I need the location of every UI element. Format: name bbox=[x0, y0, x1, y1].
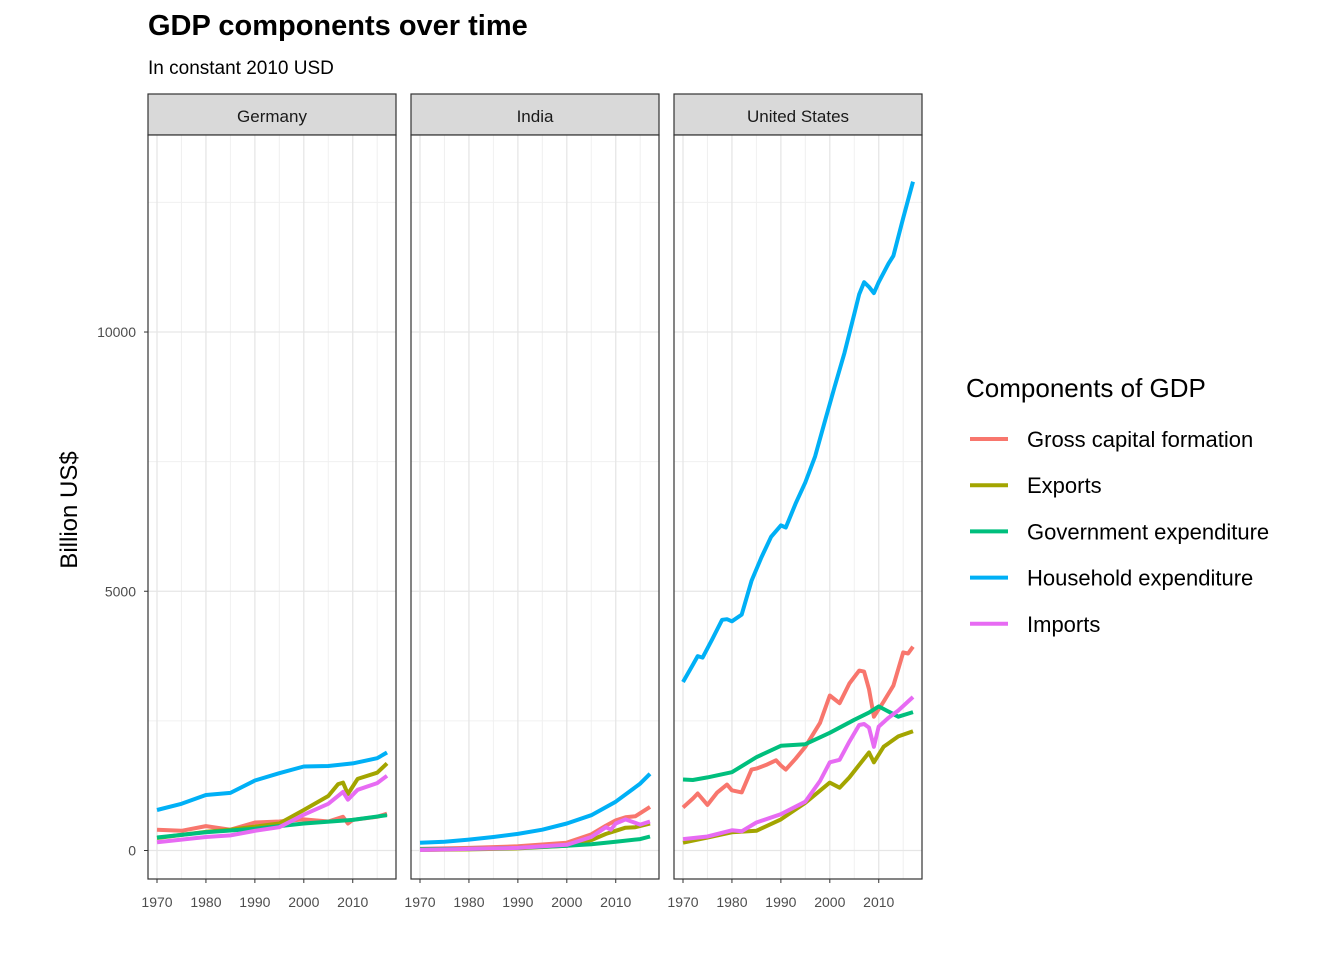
legend-item-gross-capital-formation: Gross capital formation bbox=[970, 427, 1253, 452]
panel-border bbox=[673, 134, 923, 880]
facet-strip bbox=[147, 93, 397, 136]
facet-strip-label: India bbox=[517, 107, 554, 126]
legend-label: Exports bbox=[1027, 473, 1102, 498]
x-tick-label: 1980 bbox=[716, 894, 747, 910]
x-tick-label: 2000 bbox=[814, 894, 845, 910]
legend-title: Components of GDP bbox=[966, 373, 1206, 403]
legend-item-exports: Exports bbox=[970, 473, 1102, 498]
legend-label: Imports bbox=[1027, 612, 1100, 637]
series-line-imports bbox=[682, 695, 915, 842]
x-tick-label: 1990 bbox=[502, 894, 533, 910]
legend: Components of GDP Gross capital formatio… bbox=[966, 373, 1269, 637]
x-tick-label: 1980 bbox=[453, 894, 484, 910]
legend-item-household-expenditure: Household expenditure bbox=[970, 566, 1253, 591]
series-line-imports bbox=[156, 774, 389, 845]
x-tick-label: 1970 bbox=[667, 894, 698, 910]
y-tick-label: 10000 bbox=[97, 324, 136, 340]
facet-strip-label: Germany bbox=[237, 107, 307, 126]
legend-item-government-expenditure: Government expenditure bbox=[970, 519, 1269, 544]
series-line-government-expenditure bbox=[682, 704, 914, 782]
panel-united-states: United States 1970 1980 1990 2000 2010 bbox=[667, 93, 923, 910]
x-tick-label: 2010 bbox=[337, 894, 368, 910]
panel-border bbox=[147, 134, 397, 880]
facet-strip bbox=[410, 93, 660, 136]
legend-label: Government expenditure bbox=[1027, 519, 1269, 544]
x-tick-label: 1980 bbox=[190, 894, 221, 910]
y-tick-label: 5000 bbox=[105, 583, 136, 599]
x-tick-label: 2010 bbox=[600, 894, 631, 910]
series-line-imports bbox=[419, 817, 651, 852]
y-axis-title: Billion US$ bbox=[56, 451, 83, 568]
series-line-gross-capital-formation bbox=[681, 645, 915, 809]
legend-label: Gross capital formation bbox=[1027, 427, 1253, 452]
x-tick-label: 1970 bbox=[141, 894, 172, 910]
panel-background bbox=[148, 135, 396, 879]
chart-title: GDP components over time bbox=[148, 10, 528, 42]
facet-strip bbox=[673, 93, 923, 136]
y-tick-label: 0 bbox=[128, 842, 136, 858]
panel-germany: Germany 1970 1980 1990 2000 2010 bbox=[141, 93, 397, 910]
panel-india: India 1970 1980 1990 2000 2010 bbox=[404, 93, 660, 910]
panel-background bbox=[411, 135, 659, 879]
series-line-household-expenditure bbox=[419, 772, 652, 845]
x-tick-label: 2010 bbox=[863, 894, 894, 910]
x-tick-label: 2000 bbox=[288, 894, 319, 910]
panel-background bbox=[674, 135, 922, 879]
panel-border bbox=[410, 134, 660, 880]
legend-item-imports: Imports bbox=[970, 612, 1100, 637]
x-tick-label: 1990 bbox=[765, 894, 796, 910]
x-tick-label: 1990 bbox=[239, 894, 270, 910]
legend-label: Household expenditure bbox=[1027, 566, 1253, 591]
facet-strip-label: United States bbox=[747, 107, 849, 126]
x-tick-label: 1970 bbox=[404, 894, 435, 910]
series-line-household-expenditure bbox=[156, 750, 389, 812]
chart-subtitle: In constant 2010 USD bbox=[148, 58, 334, 79]
series-line-household-expenditure bbox=[681, 181, 915, 683]
x-tick-label: 2000 bbox=[551, 894, 582, 910]
